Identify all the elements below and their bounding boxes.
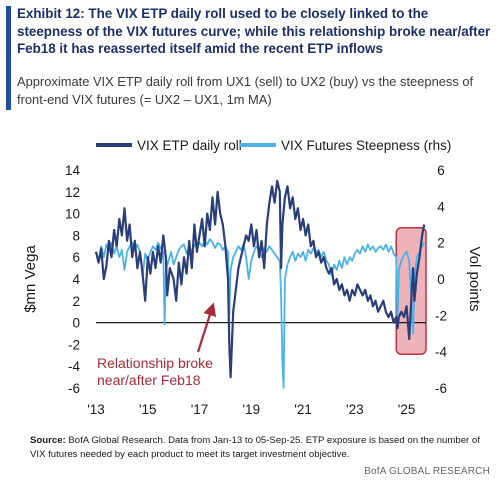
y-tick-label: 6 [72,250,80,265]
brand-mark: BofA GLOBAL RESEARCH [364,466,490,477]
y2-tick-label: 6 [437,163,445,178]
annotation-text: Relationship broke [97,355,213,371]
annotation-arrow [196,302,217,353]
source-note: Source: BofA Global Research. Data from … [30,434,492,462]
x-tick-label: '25 [398,402,416,417]
x-tick-label: '17 [191,402,209,417]
y-tick-label: -4 [68,359,80,374]
x-tick-label: '21 [294,402,312,417]
y-axis-label: $mn Vega [22,245,39,313]
x-tick-label: '19 [242,402,260,417]
series-line-roll [94,179,426,379]
y-tick-label: 2 [72,294,80,309]
y-tick-label: 8 [72,228,80,243]
y-tick-label: -6 [68,381,80,396]
y2-tick-label: -6 [435,381,447,396]
y2-tick-label: -4 [435,345,447,360]
legend-label-roll: VIX ETP daily roll [137,138,242,153]
exhibit-subtitle: Approximate VIX ETP daily roll from UX1 … [17,74,474,107]
annotation-text: near/after Feb18 [97,372,201,388]
y2-tick-label: -2 [435,308,447,323]
series-layer [94,179,426,389]
y2-tick-label: 0 [437,272,445,287]
y-tick-label: 10 [65,207,80,222]
source-text: BofA Global Research. Data from Jan-13 t… [30,435,480,460]
y2-tick-label: 2 [437,236,445,251]
source-label: Source: [30,435,66,446]
legend: VIX ETP daily roll VIX Futures Steepness… [96,138,451,153]
x-tick-label: '15 [139,402,157,417]
exhibit-title: Exhibit 12: The VIX ETP daily roll used … [17,6,491,56]
y-tick-label: -2 [68,337,80,352]
y2-tick-label: 4 [437,199,445,214]
y-tick-label: 4 [72,272,80,287]
y-tick-label: 0 [72,316,80,331]
x-tick-label: '23 [346,402,364,417]
title-accent-bar [6,6,11,110]
ticks-layer: -6 -4 -2 0 2 4 6 8 10 12 14 -6 -4 -2 0 2 4 6 '13 '15 '17 '19 '… [65,163,448,417]
x-tick-label: '13 [87,402,105,417]
y-tick-label: 12 [65,185,80,200]
y-tick-label: 14 [65,163,81,178]
legend-label-steepness: VIX Futures Steepness (rhs) [281,138,451,153]
y2-axis-label: Vol points [466,246,483,311]
